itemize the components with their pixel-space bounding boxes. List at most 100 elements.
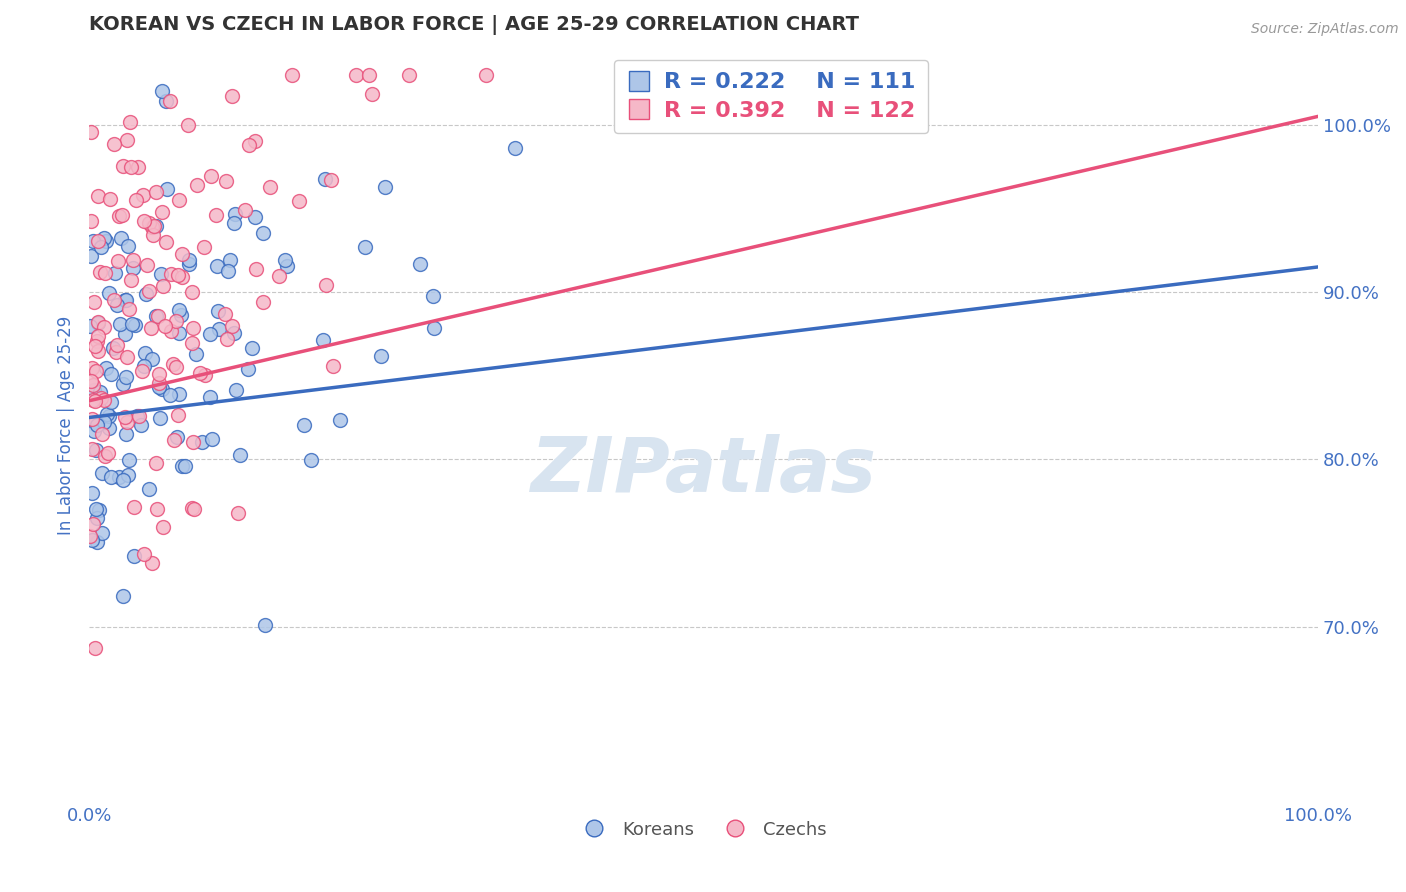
Point [114,293,136,307]
Point [177,253,200,268]
Point [87,189,110,203]
Point [312,334,335,348]
Point [299,453,322,467]
Point [215,332,238,346]
Point [82,485,104,500]
Point [124,500,146,514]
Point [82,378,104,392]
Point [238,362,260,376]
Point [94,449,117,463]
Point [84,641,107,656]
Point [79,529,101,543]
Point [132,359,155,374]
Point [90,240,112,254]
Point [245,210,267,224]
Point [87,316,110,330]
Point [84,339,107,353]
Point [166,430,188,444]
Point [93,231,115,245]
Point [160,267,183,281]
Point [273,252,295,267]
Point [145,219,167,234]
Point [100,395,122,409]
Point [152,520,174,534]
Point [80,442,103,456]
Point [184,347,207,361]
Point [142,227,165,242]
Point [121,317,143,331]
Point [252,295,274,310]
Point [82,361,104,376]
Point [87,328,110,343]
Point [101,341,124,355]
Point [145,456,167,470]
Point [153,318,176,333]
Point [217,264,239,278]
Point [128,409,150,423]
Point [200,169,222,184]
Point [117,133,139,147]
Point [422,321,444,335]
Point [398,68,420,82]
Point [79,318,101,333]
Point [276,259,298,273]
Point [114,293,136,307]
Point [114,426,136,441]
Point [83,295,105,310]
Point [96,407,118,421]
Point [94,234,117,248]
Point [240,341,263,355]
Point [108,209,131,223]
Point [86,511,108,525]
Point [97,421,120,435]
Point [321,173,343,187]
Point [150,84,173,98]
Point [148,367,170,381]
Point [117,415,139,429]
Point [90,466,112,480]
Point [82,392,104,407]
Point [169,386,191,401]
Point [120,160,142,174]
Point [503,141,526,155]
Point [82,235,104,249]
Point [93,415,115,429]
Point [90,526,112,541]
Point [170,246,193,260]
Point [125,193,148,207]
Point [134,346,156,360]
Point [93,320,115,334]
Text: ZIPatlas: ZIPatlas [530,434,876,508]
Point [84,393,107,408]
Point [222,216,245,230]
Point [150,204,173,219]
Point [110,231,132,245]
Point [117,453,139,467]
Point [124,318,146,333]
Point [204,208,226,222]
Legend: Koreans, Czechs: Koreans, Czechs [574,814,834,846]
Point [108,317,131,331]
Point [177,118,200,132]
Point [160,324,183,338]
Point [207,321,229,335]
Point [115,369,138,384]
Point [252,226,274,240]
Point [86,343,108,358]
Point [167,302,190,317]
Point [86,334,108,348]
Point [474,68,496,82]
Point [134,547,156,561]
Point [103,293,125,308]
Point [148,376,170,390]
Point [118,115,141,129]
Point [127,409,149,423]
Point [117,239,139,253]
Point [166,409,188,423]
Point [167,326,190,341]
Point [170,269,193,284]
Point [177,257,200,271]
Point [181,321,204,335]
Point [170,309,193,323]
Point [226,506,249,520]
